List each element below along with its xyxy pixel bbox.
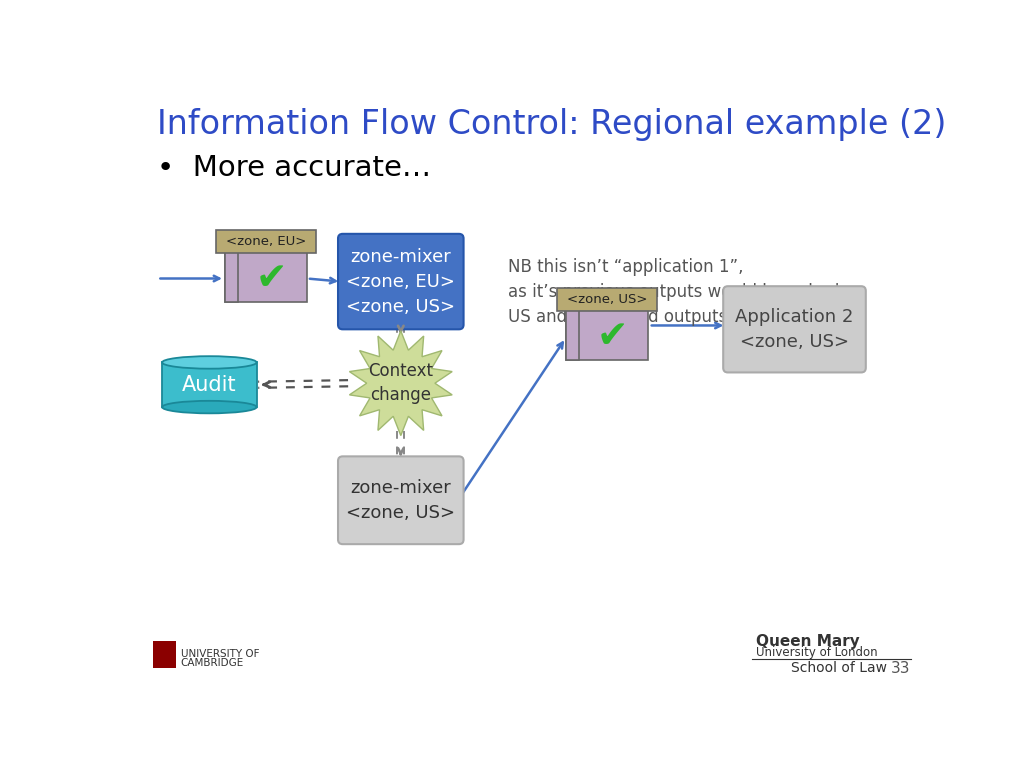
Bar <box>557 288 656 311</box>
Text: Audit: Audit <box>182 375 237 395</box>
Text: Application 2
<zone, US>: Application 2 <zone, US> <box>735 308 854 351</box>
Bar <box>566 306 647 360</box>
FancyBboxPatch shape <box>338 456 464 545</box>
Text: <zone, EU>: <zone, EU> <box>225 235 306 248</box>
Text: Context
change: Context change <box>369 362 433 404</box>
Bar <box>162 362 257 407</box>
FancyBboxPatch shape <box>723 286 866 372</box>
Text: ✔: ✔ <box>597 319 628 355</box>
Text: University of London: University of London <box>756 646 878 659</box>
Text: NB this isn’t “application 1”,
as it’s previous outputs would have had
US and EU: NB this isn’t “application 1”, as it’s p… <box>508 259 839 326</box>
Text: ✔: ✔ <box>256 261 287 297</box>
Text: CAMBRIDGE: CAMBRIDGE <box>180 658 244 668</box>
Text: School of Law: School of Law <box>791 661 887 675</box>
Bar <box>216 230 315 253</box>
Bar <box>153 641 176 668</box>
Text: <zone, US>: <zone, US> <box>566 293 647 306</box>
Text: Queen Mary: Queen Mary <box>756 634 859 649</box>
Text: zone-mixer
<zone, EU>
<zone, US>: zone-mixer <zone, EU> <zone, US> <box>346 247 456 316</box>
Ellipse shape <box>162 356 257 369</box>
Text: UNIVERSITY OF: UNIVERSITY OF <box>180 649 259 659</box>
Text: •  More accurate…: • More accurate… <box>158 154 431 182</box>
Text: zone-mixer
<zone, US>: zone-mixer <zone, US> <box>346 478 456 521</box>
FancyBboxPatch shape <box>338 233 464 329</box>
Text: Information Flow Control: Regional example (2): Information Flow Control: Regional examp… <box>158 108 947 141</box>
Bar <box>225 249 306 303</box>
Bar <box>566 306 579 360</box>
Polygon shape <box>349 331 453 435</box>
Text: 33: 33 <box>891 660 910 676</box>
Bar <box>225 249 238 303</box>
Ellipse shape <box>162 401 257 413</box>
